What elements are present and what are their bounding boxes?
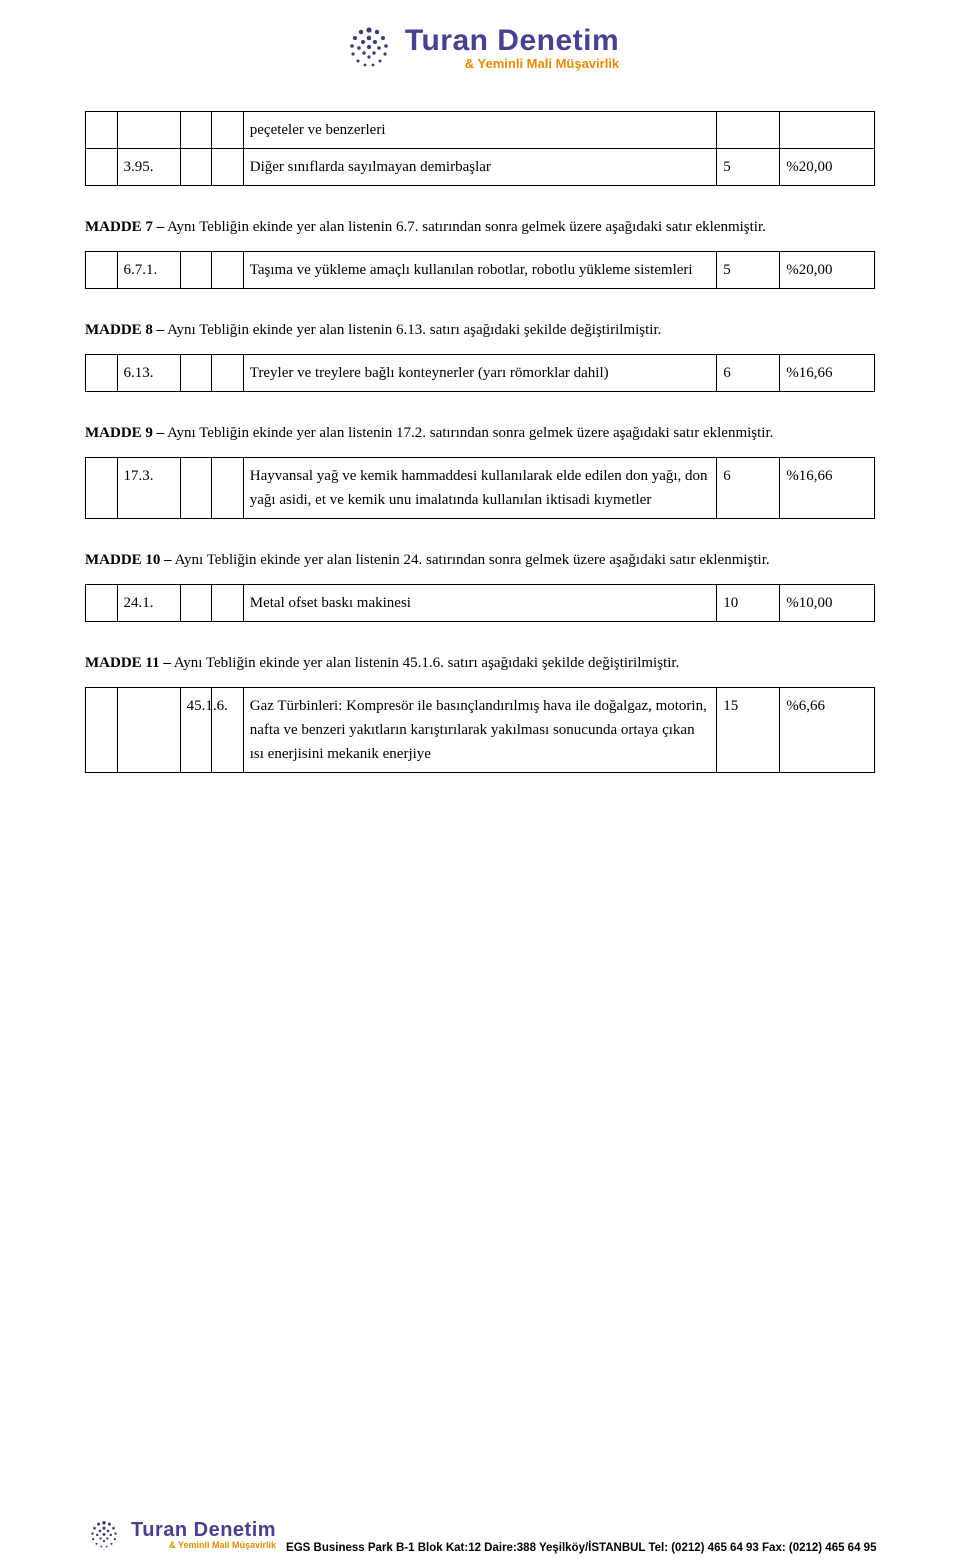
cell-n1: 15 xyxy=(717,688,780,773)
table-section-1: 6.7.1. Taşıma ve yükleme amaçlı kullanıl… xyxy=(85,251,875,289)
cell-desc: peçeteler ve benzerleri xyxy=(243,112,716,149)
cell-desc: Metal ofset baskı makinesi xyxy=(243,585,716,622)
para-madde-11: MADDE 11 – Aynı Tebliğin ekinde yer alan… xyxy=(85,650,875,677)
cell xyxy=(86,458,118,519)
cell-n2: %20,00 xyxy=(780,252,875,289)
cell-desc: Diğer sınıflarda sayılmayan demirbaşlar xyxy=(243,149,716,186)
cell xyxy=(212,149,244,186)
cell-n1 xyxy=(717,112,780,149)
brand-mark-icon xyxy=(85,1516,123,1554)
cell-n1: 5 xyxy=(717,149,780,186)
cell-desc: Gaz Türbinleri: Kompresör ile basınçland… xyxy=(243,688,716,773)
para-text: Aynı Tebliğin ekinde yer alan listenin 2… xyxy=(172,552,770,568)
table-row: 24.1. Metal ofset baskı makinesi 10 %10,… xyxy=(86,585,875,622)
table-row: 3.95. Diğer sınıflarda sayılmayan demirb… xyxy=(86,149,875,186)
cell-n1: 6 xyxy=(717,355,780,392)
cell xyxy=(212,252,244,289)
para-text: Aynı Tebliğin ekinde yer alan listenin 4… xyxy=(171,655,679,671)
cell xyxy=(86,355,118,392)
cell xyxy=(180,355,212,392)
table-row: 17.3. Hayvansal yağ ve kemik hammaddesi … xyxy=(86,458,875,519)
para-text: Aynı Tebliğin ekinde yer alan listenin 6… xyxy=(164,322,661,338)
para-text: Aynı Tebliğin ekinde yer alan listenin 6… xyxy=(164,219,766,235)
cell xyxy=(117,688,180,773)
table-section-2: 6.13. Treyler ve treylere bağlı konteyne… xyxy=(85,354,875,392)
para-madde-10: MADDE 10 – Aynı Tebliğin ekinde yer alan… xyxy=(85,547,875,574)
brand-mark-icon xyxy=(341,20,397,76)
header-logo: Turan Denetim & Yeminli Mali Müşavirlik xyxy=(85,20,875,81)
cell: 17.3. xyxy=(117,458,180,519)
cell-n2: %10,00 xyxy=(780,585,875,622)
footer-address: EGS Business Park B-1 Blok Kat:12 Daire:… xyxy=(286,1542,876,1554)
cell xyxy=(86,252,118,289)
cell-n2: %16,66 xyxy=(780,355,875,392)
cell-n1: 5 xyxy=(717,252,780,289)
para-strong: MADDE 7 – xyxy=(85,219,164,235)
cell-n2: %20,00 xyxy=(780,149,875,186)
cell: 3.95. xyxy=(117,149,180,186)
cell: 24.1. xyxy=(117,585,180,622)
table-section-4: 24.1. Metal ofset baskı makinesi 10 %10,… xyxy=(85,584,875,622)
cell-n2: %6,66 xyxy=(780,688,875,773)
brand-name: Turan Denetim xyxy=(405,25,619,57)
para-madde-8: MADDE 8 – Aynı Tebliğin ekinde yer alan … xyxy=(85,317,875,344)
cell: 45.1.6. xyxy=(180,688,212,773)
cell xyxy=(180,252,212,289)
cell-n2 xyxy=(780,112,875,149)
footer-brand-tagline: & Yeminli Mali Müşavirlik xyxy=(131,1541,276,1550)
cell: 6.7.1. xyxy=(117,252,180,289)
cell xyxy=(86,149,118,186)
cell xyxy=(212,112,244,149)
para-text: Aynı Tebliğin ekinde yer alan listenin 1… xyxy=(164,425,773,441)
table-section-0: peçeteler ve benzerleri 3.95. Diğer sını… xyxy=(85,111,875,186)
table-row: 45.1.6. Gaz Türbinleri: Kompresör ile ba… xyxy=(86,688,875,773)
para-strong: MADDE 11 – xyxy=(85,655,171,671)
cell-n2: %16,66 xyxy=(780,458,875,519)
table-row: 6.7.1. Taşıma ve yükleme amaçlı kullanıl… xyxy=(86,252,875,289)
cell xyxy=(117,112,180,149)
cell-desc: Treyler ve treylere bağlı konteynerler (… xyxy=(243,355,716,392)
cell xyxy=(212,355,244,392)
cell xyxy=(86,112,118,149)
cell xyxy=(212,585,244,622)
para-strong: MADDE 9 – xyxy=(85,425,164,441)
table-row: peçeteler ve benzerleri xyxy=(86,112,875,149)
cell xyxy=(212,458,244,519)
page-footer: Turan Denetim & Yeminli Mali Müşavirlik … xyxy=(85,1516,960,1554)
para-strong: MADDE 8 – xyxy=(85,322,164,338)
cell-desc: Taşıma ve yükleme amaçlı kullanılan robo… xyxy=(243,252,716,289)
table-section-3: 17.3. Hayvansal yağ ve kemik hammaddesi … xyxy=(85,457,875,519)
cell-n1: 6 xyxy=(717,458,780,519)
cell xyxy=(180,149,212,186)
cell xyxy=(180,112,212,149)
para-madde-7: MADDE 7 – Aynı Tebliğin ekinde yer alan … xyxy=(85,214,875,241)
cell-desc: Hayvansal yağ ve kemik hammaddesi kullan… xyxy=(243,458,716,519)
cell xyxy=(86,688,118,773)
para-madde-9: MADDE 9 – Aynı Tebliğin ekinde yer alan … xyxy=(85,420,875,447)
footer-brand-name: Turan Denetim xyxy=(131,1520,276,1541)
table-row: 6.13. Treyler ve treylere bağlı konteyne… xyxy=(86,355,875,392)
cell xyxy=(180,458,212,519)
cell-n1: 10 xyxy=(717,585,780,622)
brand-tagline: & Yeminli Mali Müşavirlik xyxy=(405,57,619,71)
cell: 6.13. xyxy=(117,355,180,392)
cell xyxy=(180,585,212,622)
para-strong: MADDE 10 – xyxy=(85,552,172,568)
cell xyxy=(86,585,118,622)
table-section-5: 45.1.6. Gaz Türbinleri: Kompresör ile ba… xyxy=(85,687,875,773)
